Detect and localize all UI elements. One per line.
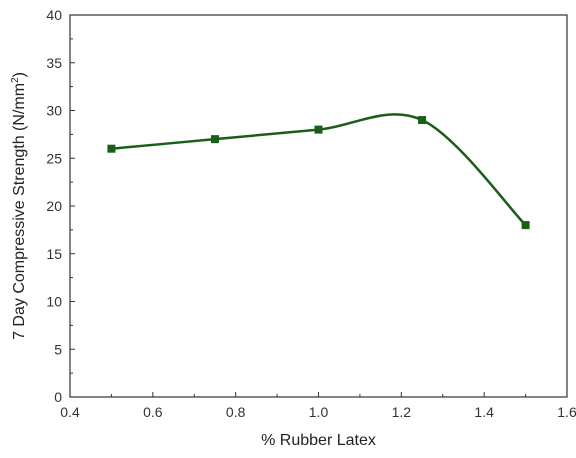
x-tick-label: 1.0 [309, 404, 329, 420]
data-point [107, 144, 116, 153]
y-tick-label: 20 [46, 198, 62, 214]
y-tick-label: 35 [46, 55, 62, 71]
y-axis-label-sup: 2 [10, 77, 21, 83]
y-tick-label: 10 [46, 294, 62, 310]
plot-frame [69, 14, 568, 398]
y-tick-label: 5 [54, 341, 62, 357]
data-point [210, 135, 219, 144]
data-point [521, 221, 530, 230]
series-markers [107, 116, 530, 230]
plot-area [69, 14, 568, 398]
x-tick-label: 0.4 [60, 404, 80, 420]
y-tick-label: 30 [46, 103, 62, 119]
x-tick-label: 1.6 [557, 404, 576, 420]
data-point [314, 125, 323, 134]
y-axis-label-main: 7 Day Compressive Strength (N/mm [11, 83, 28, 340]
data-point [418, 116, 427, 125]
y-tick-label: 15 [46, 246, 62, 262]
x-tick-label: 1.2 [392, 404, 412, 420]
x-tick-label: 0.6 [143, 404, 163, 420]
y-tick-label: 40 [46, 7, 62, 23]
x-tick-label: 1.4 [474, 404, 494, 420]
y-tick-label: 0 [54, 389, 62, 405]
y-axis-label-close: ) [11, 72, 28, 77]
x-axis-label: % Rubber Latex [261, 432, 376, 449]
x-axis: 0.4 0.6 0.8 1.0 1.2 1.4 1.6 [60, 392, 576, 420]
y-tick-label: 25 [46, 150, 62, 166]
x-tick-label: 0.8 [226, 404, 246, 420]
y-axis: 0 5 10 15 20 25 30 35 40 [46, 7, 75, 405]
y-axis-label: 7 Day Compressive Strength (N/mm2) [10, 72, 28, 340]
